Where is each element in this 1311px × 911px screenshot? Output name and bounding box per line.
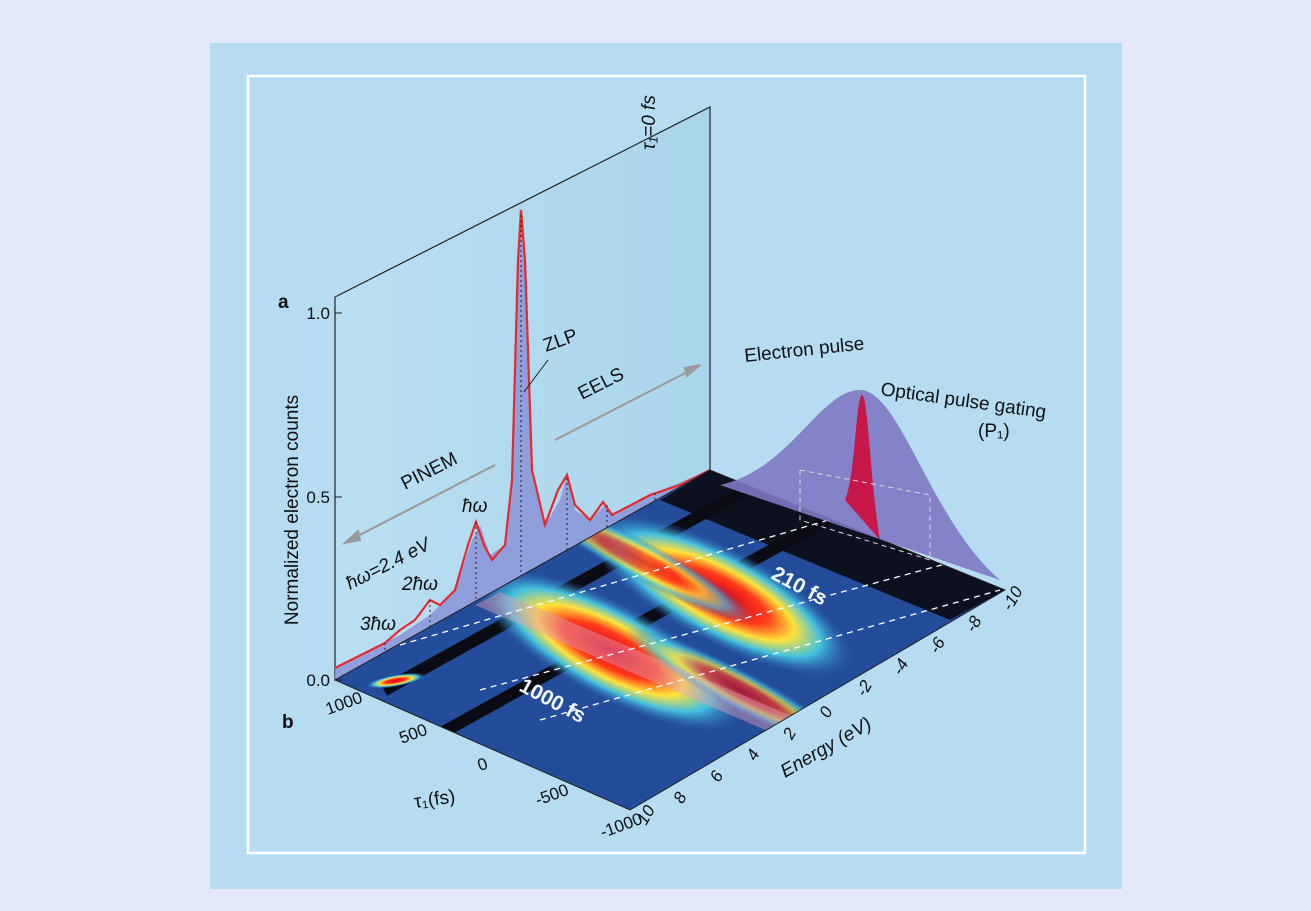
zlp-pointer — [523, 359, 549, 393]
arrows — [341, 364, 701, 545]
panel-label: a — [278, 292, 289, 313]
y-tick-label: 0.5 — [306, 488, 330, 507]
peak-label: 2ħω — [401, 574, 438, 595]
optical-pulse-sub: (P₁) — [978, 421, 1010, 442]
heatmap-border — [333, 469, 1007, 811]
spectrum-line — [334, 209, 711, 669]
y-tick-label: 0.0 — [306, 671, 330, 690]
spectrum-fill — [335, 210, 710, 680]
panel-label: b — [282, 712, 294, 733]
optical-pulse — [845, 395, 880, 540]
y-axis-label: Normalized electron counts — [282, 395, 303, 625]
frame — [246, 74, 1087, 855]
y-tick-label: 1.0 — [306, 304, 330, 323]
condition: τ₁=0 fs — [639, 95, 660, 150]
peak-label: ħω — [462, 496, 488, 517]
peak-label: 3ħω — [360, 614, 396, 635]
